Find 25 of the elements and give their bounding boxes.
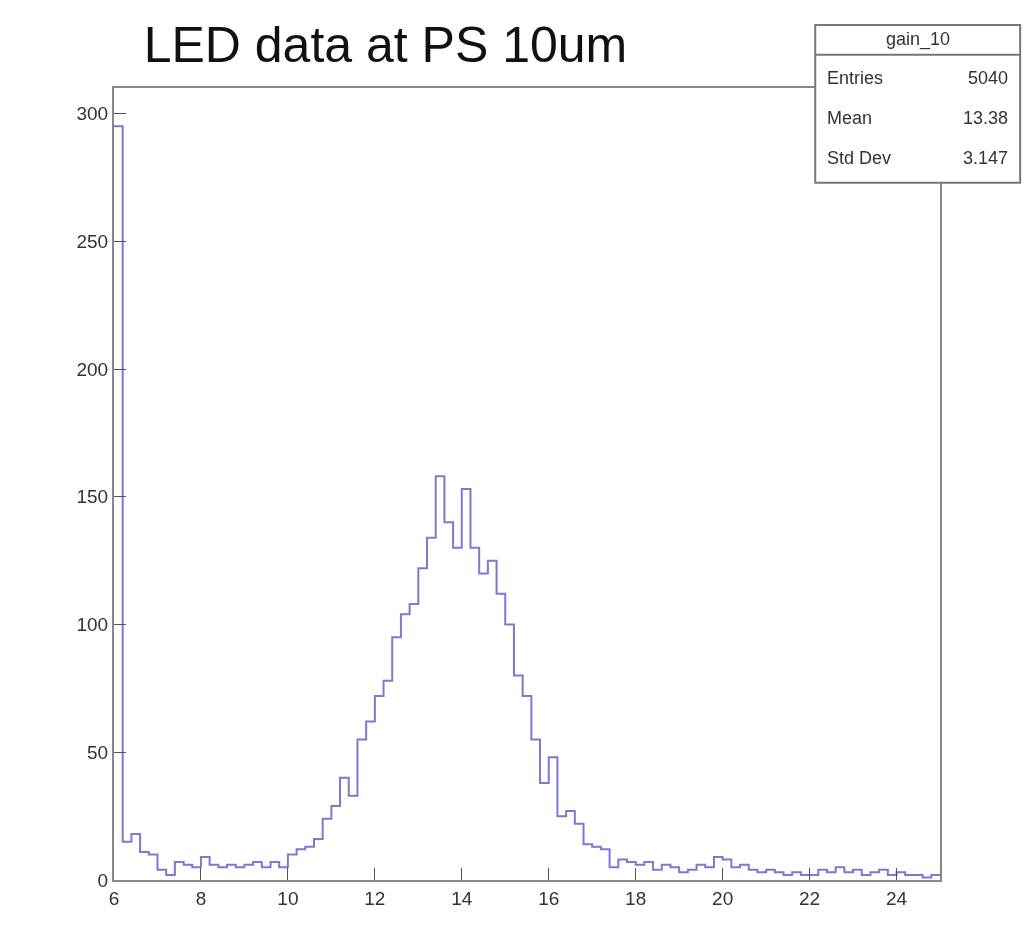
x-tick-label: 20 bbox=[712, 887, 734, 909]
x-tick-label: 10 bbox=[277, 887, 299, 909]
text: 3.147 bbox=[963, 148, 1009, 168]
text: 13.38 bbox=[963, 108, 1009, 128]
x-tick-label: 24 bbox=[885, 887, 908, 909]
x-tick-label: 8 bbox=[195, 887, 207, 909]
y-tick-label: 0 bbox=[97, 869, 109, 891]
chart-title: LED data at PS 10um bbox=[143, 17, 628, 74]
x-tick-label: 16 bbox=[538, 887, 560, 909]
text: 5040 bbox=[968, 68, 1009, 88]
y-tick-label: 300 bbox=[76, 103, 109, 125]
text: gain_10 bbox=[886, 29, 951, 50]
x-tick-label: 18 bbox=[625, 887, 647, 909]
y-tick-label: 250 bbox=[76, 230, 109, 252]
annotation: Entries bbox=[827, 68, 884, 88]
y-tick-label: 200 bbox=[76, 358, 109, 380]
y-tick-label: 100 bbox=[76, 614, 109, 636]
y-tick-label: 50 bbox=[87, 741, 109, 763]
y-tick-label: 150 bbox=[76, 486, 109, 508]
x-tick-label: 6 bbox=[108, 887, 120, 909]
annotation: Std Dev bbox=[827, 148, 892, 168]
x-tick-label: 14 bbox=[451, 887, 473, 909]
x-tick-label: 22 bbox=[799, 887, 821, 909]
annotation: Mean bbox=[827, 108, 873, 128]
x-tick-label: 12 bbox=[364, 887, 386, 909]
